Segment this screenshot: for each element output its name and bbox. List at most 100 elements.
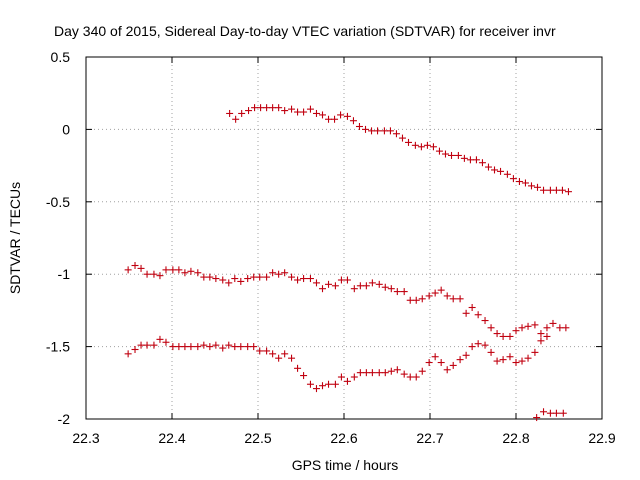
data-point-lower bbox=[143, 341, 151, 349]
data-point-lower bbox=[368, 369, 376, 377]
data-point-lower bbox=[281, 350, 289, 358]
chart-title: Day 340 of 2015, Sidereal Day-to-day VTE… bbox=[54, 23, 556, 39]
data-point-lower bbox=[437, 359, 445, 367]
data-point-lower bbox=[269, 350, 277, 358]
data-point-upper bbox=[552, 186, 560, 194]
data-point-lower bbox=[294, 364, 302, 372]
data-point-lower bbox=[425, 359, 433, 367]
data-point-upper bbox=[564, 188, 572, 196]
grid-layer bbox=[86, 57, 602, 419]
data-point-upper bbox=[405, 138, 412, 146]
data-point-upper bbox=[558, 186, 566, 194]
data-point-middle bbox=[206, 273, 214, 281]
data-point-middle bbox=[237, 277, 245, 285]
data-point-upper bbox=[491, 166, 498, 174]
data-point-upper bbox=[238, 109, 246, 117]
data-point-lower bbox=[381, 369, 389, 377]
data-point-bottom bbox=[559, 409, 567, 417]
data-point-middle bbox=[187, 267, 195, 275]
data-point-middle bbox=[331, 282, 339, 290]
data-point-middle bbox=[474, 311, 482, 319]
data-point-middle bbox=[524, 322, 532, 330]
data-point-upper bbox=[429, 143, 437, 151]
data-point-middle bbox=[468, 304, 476, 312]
data-point-middle bbox=[288, 273, 296, 281]
data-point-middle bbox=[319, 285, 326, 293]
data-point-upper bbox=[380, 127, 388, 135]
data-point-upper bbox=[448, 151, 455, 159]
data-point-middle bbox=[150, 270, 158, 278]
data-point-upper bbox=[417, 143, 425, 151]
data-point-lower bbox=[350, 373, 358, 381]
data-point-upper bbox=[472, 156, 480, 164]
data-point-lower bbox=[225, 341, 233, 349]
data-point-upper bbox=[368, 127, 376, 135]
data-point-lower bbox=[175, 343, 183, 351]
data-point-middle bbox=[325, 280, 333, 288]
data-point-middle bbox=[462, 309, 470, 317]
data-point-lower bbox=[263, 347, 271, 355]
data-point-lower bbox=[124, 350, 132, 358]
data-point-lower bbox=[169, 343, 177, 351]
data-point-lower bbox=[531, 348, 539, 356]
data-point-upper bbox=[398, 134, 406, 142]
data-point-upper bbox=[392, 130, 400, 138]
data-point-middle bbox=[493, 330, 501, 338]
data-point-upper bbox=[546, 186, 554, 194]
data-point-middle bbox=[162, 266, 170, 274]
data-point-upper bbox=[257, 104, 265, 112]
data-point-lower bbox=[474, 340, 482, 348]
data-point-middle bbox=[425, 292, 433, 300]
data-point-upper bbox=[435, 147, 443, 155]
data-point-upper bbox=[263, 104, 271, 112]
data-point-upper bbox=[226, 109, 234, 117]
data-point-middle bbox=[406, 296, 414, 304]
data-point-lower bbox=[187, 343, 195, 351]
data-point-middle bbox=[556, 324, 564, 332]
data-point-middle bbox=[543, 324, 551, 332]
data-point-upper bbox=[484, 163, 492, 171]
data-point-lower bbox=[150, 341, 158, 349]
data-point-lower bbox=[499, 356, 507, 364]
y-tick-label: -0.5 bbox=[46, 194, 70, 210]
data-point-middle bbox=[537, 330, 545, 338]
data-point-middle bbox=[393, 288, 401, 296]
data-point-upper bbox=[251, 104, 259, 112]
data-point-middle bbox=[400, 288, 408, 296]
data-point-bottom bbox=[540, 408, 548, 416]
data-point-lower bbox=[244, 343, 252, 351]
data-point-lower bbox=[537, 337, 545, 345]
data-point-lower bbox=[156, 335, 164, 343]
y-tick-label: -2 bbox=[58, 411, 71, 427]
data-point-middle bbox=[337, 276, 345, 284]
data-point-upper bbox=[349, 117, 357, 125]
data-point-lower bbox=[431, 353, 439, 361]
data-point-middle bbox=[375, 280, 383, 288]
data-point-lower bbox=[237, 343, 245, 351]
data-point-upper bbox=[515, 178, 523, 186]
data-point-middle bbox=[437, 286, 445, 294]
data-point-lower bbox=[493, 357, 501, 365]
data-point-middle bbox=[156, 272, 164, 280]
data-point-lower bbox=[162, 338, 170, 346]
data-point-lower bbox=[543, 332, 551, 340]
data-point-lower bbox=[337, 373, 345, 381]
data-point-upper bbox=[245, 107, 253, 115]
data-point-lower bbox=[393, 366, 401, 374]
data-point-middle bbox=[487, 324, 495, 332]
data-point-middle bbox=[506, 332, 514, 340]
data-point-upper bbox=[374, 127, 382, 135]
data-point-bottom bbox=[546, 409, 554, 417]
data-point-middle bbox=[137, 264, 145, 272]
data-point-bottom bbox=[552, 409, 560, 417]
data-point-lower bbox=[418, 367, 426, 375]
data-point-lower bbox=[400, 370, 408, 378]
data-point-lower bbox=[518, 357, 526, 365]
data-point-lower bbox=[443, 366, 451, 374]
data-point-middle bbox=[212, 275, 220, 283]
data-point-middle bbox=[124, 266, 132, 274]
data-point-lower bbox=[319, 382, 326, 390]
data-point-lower bbox=[449, 361, 457, 369]
data-point-upper bbox=[460, 154, 468, 162]
data-point-lower bbox=[300, 372, 308, 380]
